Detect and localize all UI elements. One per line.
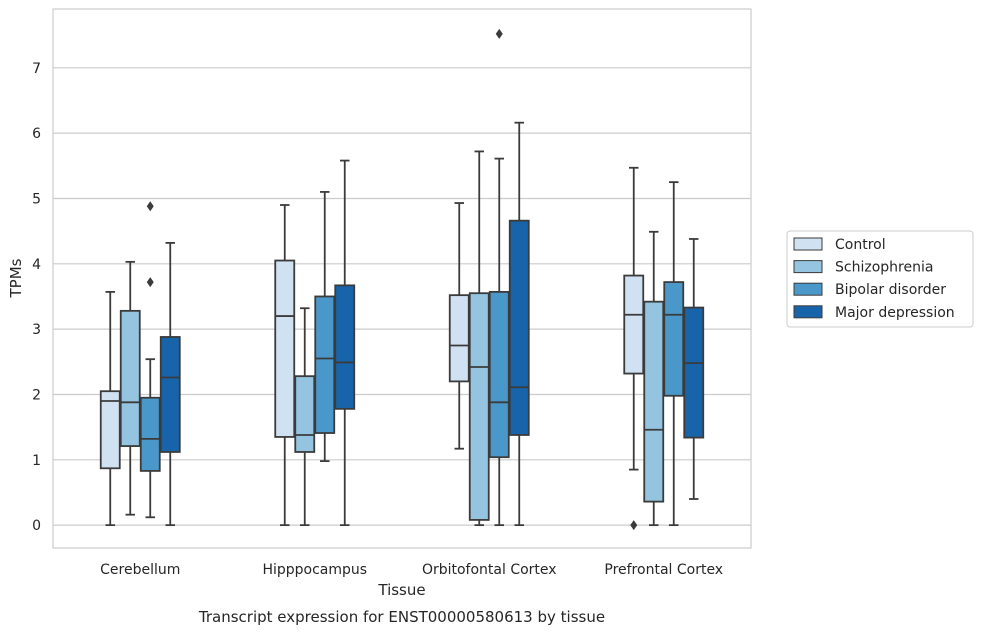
box-group [643, 230, 665, 527]
plot-area-frame [52, 8, 752, 549]
x-axis-label: Tissue [377, 581, 425, 599]
box-iqr [508, 219, 530, 436]
y-axis-label: TPMs [7, 258, 25, 298]
box-iqr [99, 390, 121, 470]
box-iqr [623, 274, 645, 375]
y-tick-label: 7 [32, 61, 41, 77]
legend-swatch [793, 260, 823, 274]
y-tick-label: 3 [32, 322, 41, 338]
outlier-point [146, 201, 154, 212]
x-tick-label: Orbitofontal Cortex [422, 562, 557, 578]
y-tick-label: 0 [32, 518, 41, 534]
box-iqr [663, 281, 685, 397]
legend: Control Schizophrenia Bipolar disorder Majo… [786, 230, 974, 328]
box-group [119, 260, 141, 516]
box-group [294, 307, 316, 527]
box-group [274, 204, 296, 527]
x-tick-label: Hipppocampus [262, 562, 367, 578]
y-tick-label: 5 [32, 191, 41, 207]
box-group [683, 238, 705, 500]
box-iqr [294, 375, 316, 453]
x-tick-label: Prefrontal Cortex [604, 562, 723, 578]
y-tick-label: 6 [32, 126, 41, 142]
y-tick-labels: 0 1 2 3 4 5 6 7 [32, 61, 41, 534]
box-iqr [448, 294, 470, 383]
box-group [334, 159, 356, 527]
box-iqr [139, 396, 161, 472]
y-tick-label: 4 [32, 257, 41, 273]
box-group [468, 150, 490, 527]
box-group [663, 181, 685, 527]
box-iqr [683, 306, 705, 439]
legend-label: Bipolar disorder [835, 282, 946, 298]
legend-swatch [793, 237, 823, 251]
box-group [448, 202, 470, 450]
box-iqr [488, 290, 510, 459]
box-group [99, 290, 121, 527]
y-tick-label: 1 [32, 453, 41, 469]
box-group [488, 28, 510, 527]
x-tick-labels: Cerebellum Hipppocampus Orbitofontal Corte… [100, 562, 723, 578]
box-group [508, 121, 530, 527]
legend-label: Schizophrenia [835, 260, 933, 276]
box-iqr [468, 292, 490, 521]
y-tick-label: 2 [32, 387, 41, 403]
outlier-point [146, 277, 154, 288]
legend-label: Control [835, 237, 886, 253]
outlier-point [630, 520, 638, 531]
box-layer [99, 28, 705, 531]
chart-caption: Transcript expression for ENST0000058061… [198, 608, 605, 626]
legend-swatch [793, 305, 823, 319]
box-group [159, 241, 181, 527]
box-iqr [314, 295, 336, 434]
box-iqr [274, 259, 296, 438]
box-group [314, 191, 336, 463]
legend-label: Major depression [835, 305, 955, 321]
legend-frame [786, 230, 974, 328]
box-group [623, 166, 645, 531]
box-iqr [159, 336, 181, 453]
box-iqr [643, 300, 665, 503]
box-iqr [334, 284, 356, 410]
x-tick-label: Cerebellum [100, 562, 180, 578]
legend-swatch [793, 282, 823, 296]
box-group [139, 201, 161, 519]
outlier-point [495, 28, 503, 39]
box-iqr [119, 309, 141, 447]
